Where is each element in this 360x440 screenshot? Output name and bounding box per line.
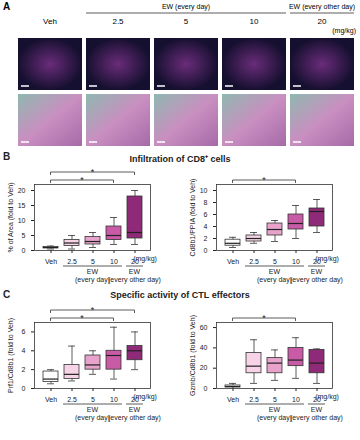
svg-text:40: 40 — [200, 344, 208, 351]
svg-text:10: 10 — [292, 258, 300, 265]
svg-text:EW(every day): EW(every day) — [75, 268, 110, 284]
svg-text:0: 0 — [204, 385, 208, 392]
svg-text:5: 5 — [273, 396, 277, 403]
svg-text:6: 6 — [204, 211, 208, 218]
svg-text:6: 6 — [22, 328, 26, 335]
svg-text:4: 4 — [22, 347, 26, 354]
svg-text:15: 15 — [18, 202, 26, 209]
svg-text:5: 5 — [184, 17, 189, 26]
svg-text:20: 20 — [200, 364, 208, 371]
svg-text:EW(every day): EW(every day) — [257, 406, 292, 422]
svg-text:EW(every day): EW(every day) — [75, 406, 110, 422]
svg-text:Veh: Veh — [45, 396, 57, 403]
svg-text:2: 2 — [22, 366, 26, 373]
svg-text:% of Area (fold to Veh): % of Area (fold to Veh) — [7, 182, 15, 252]
svg-text:*: * — [262, 175, 266, 185]
svg-text:2.5: 2.5 — [249, 396, 259, 403]
svg-text:10: 10 — [18, 217, 26, 224]
svg-text:10: 10 — [110, 258, 118, 265]
svg-text:10: 10 — [110, 396, 118, 403]
svg-text:A: A — [3, 1, 10, 12]
html-text:B: B — [3, 151, 11, 162]
svg-text:0: 0 — [22, 385, 26, 392]
svg-text:Prf1/Cd8b1 (fold to Veh): Prf1/Cd8b1 (fold to Veh) — [7, 318, 15, 393]
svg-text:2.5: 2.5 — [112, 17, 124, 26]
svg-text:(mg/kg): (mg/kg) — [133, 255, 157, 263]
svg-text:10: 10 — [250, 17, 259, 26]
svg-text:EW(every other day): EW(every other day) — [290, 406, 343, 422]
svg-text:EW (every day): EW (every day) — [162, 3, 210, 11]
svg-text:60: 60 — [200, 324, 208, 331]
svg-text:5: 5 — [273, 258, 277, 265]
svg-text:EW(every other day): EW(every other day) — [108, 268, 161, 284]
svg-text:2: 2 — [204, 235, 208, 242]
svg-text:Veh: Veh — [227, 258, 239, 265]
svg-text:Gzmb/Cd8b1 (fold to Veh): Gzmb/Cd8b1 (fold to Veh) — [189, 315, 197, 396]
svg-text:2.5: 2.5 — [67, 396, 77, 403]
svg-text:(mg/kg): (mg/kg) — [315, 393, 339, 401]
svg-text:2.5: 2.5 — [67, 258, 77, 265]
svg-text:EW(every day): EW(every day) — [257, 268, 292, 284]
html-text:Specific activity of CTL effec: Specific activity of CTL effectors — [110, 290, 250, 300]
svg-text:0: 0 — [204, 247, 208, 254]
svg-text:*: * — [91, 305, 95, 315]
svg-text:2.5: 2.5 — [249, 258, 259, 265]
svg-text:(mg/kg): (mg/kg) — [315, 255, 339, 263]
svg-text:*: * — [91, 167, 95, 177]
svg-text:20: 20 — [18, 187, 26, 194]
svg-text:8: 8 — [204, 199, 208, 206]
svg-text:EW(every other day): EW(every other day) — [108, 406, 161, 422]
svg-text:Cd8b1/PPIA (fold to Veh): Cd8b1/PPIA (fold to Veh) — [189, 179, 197, 257]
svg-text:5: 5 — [22, 232, 26, 239]
svg-text:10: 10 — [292, 396, 300, 403]
svg-text:(mg/kg): (mg/kg) — [332, 27, 356, 35]
svg-text:*: * — [262, 313, 266, 323]
html-text:C: C — [3, 289, 11, 300]
svg-text:10: 10 — [200, 187, 208, 194]
svg-text:EW(every other day): EW(every other day) — [290, 268, 343, 284]
svg-text:4: 4 — [204, 223, 208, 230]
svg-text:5: 5 — [91, 396, 95, 403]
svg-text:*: * — [80, 175, 84, 185]
svg-text:EW (every other day): EW (every other day) — [289, 3, 355, 11]
svg-text:Veh: Veh — [45, 258, 57, 265]
svg-text:(mg/kg): (mg/kg) — [133, 393, 157, 401]
svg-text:Veh: Veh — [43, 17, 57, 26]
svg-text:5: 5 — [91, 258, 95, 265]
svg-text:*: * — [80, 313, 84, 323]
svg-text:Veh: Veh — [227, 396, 239, 403]
svg-text:20: 20 — [318, 17, 327, 26]
html-text:Infiltration of CD8⁺ cells: Infiltration of CD8⁺ cells — [129, 154, 231, 164]
svg-text:0: 0 — [22, 247, 26, 254]
